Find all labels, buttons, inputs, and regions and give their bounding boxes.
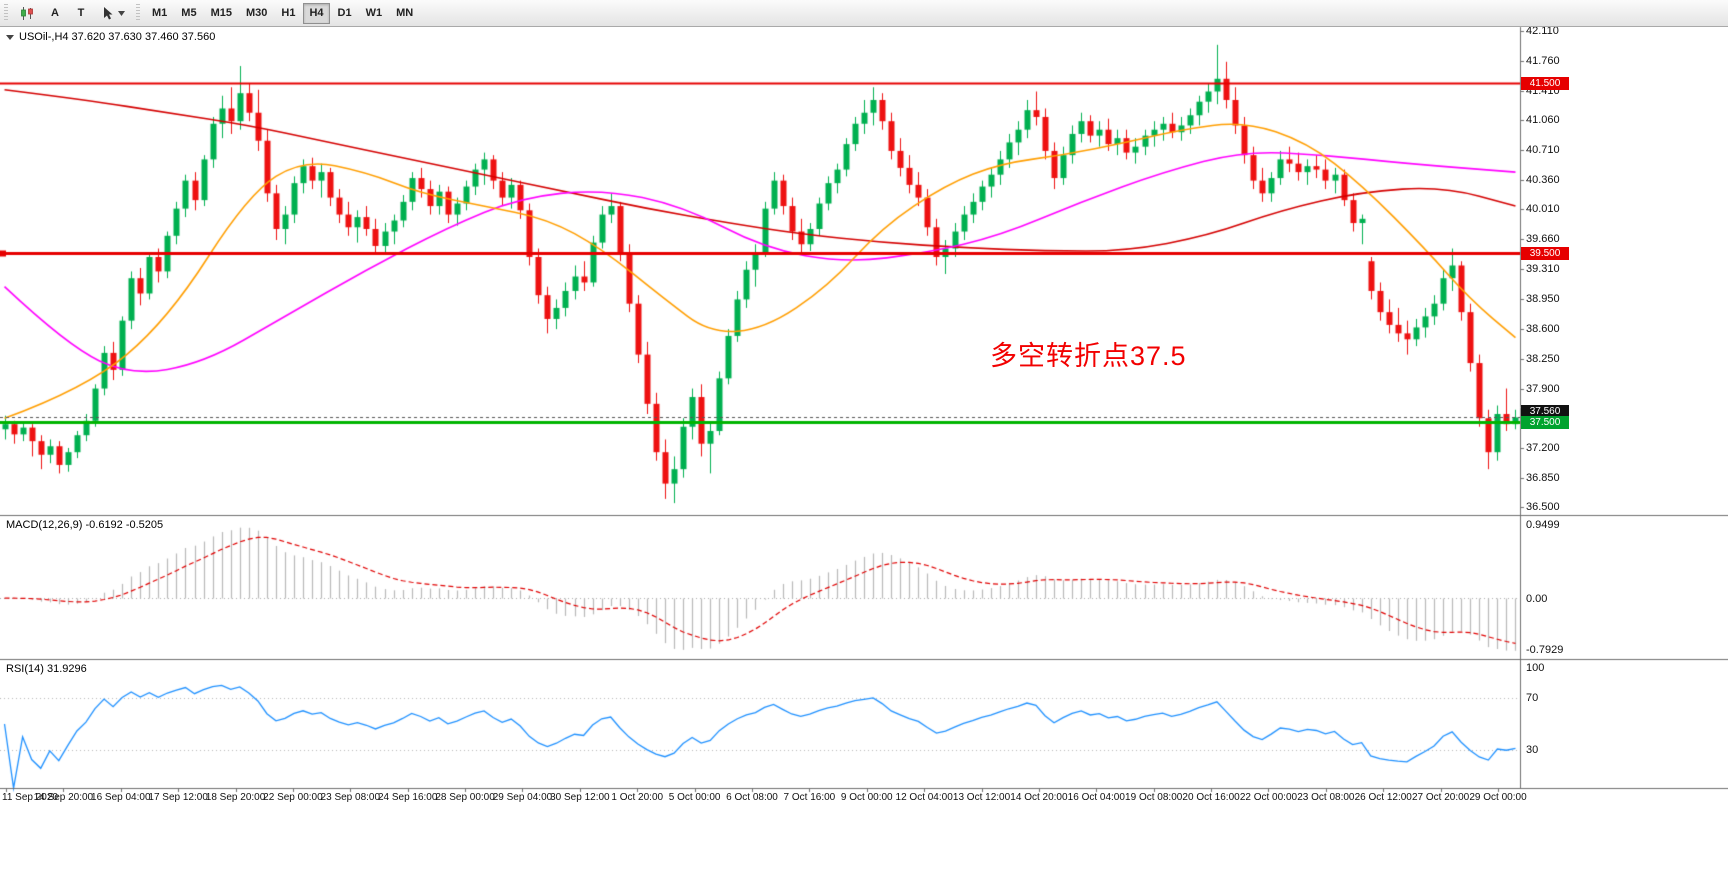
macd-name: MACD(12,26,9) <box>6 519 83 531</box>
rsi-label: RSI(14) 31.9296 <box>6 663 87 675</box>
timeframe-h1-button[interactable]: H1 <box>275 3 301 24</box>
cursor-tool-icon[interactable] <box>95 3 131 24</box>
mini-candles-icon <box>21 6 33 20</box>
timeframe-m1-button[interactable]: M1 <box>146 3 173 24</box>
timeframe-m15-button[interactable]: M15 <box>205 3 238 24</box>
timeframe-w1-button[interactable]: W1 <box>360 3 389 24</box>
symbol-readout: USOil-,H4 37.620 37.630 37.460 37.560 <box>6 31 215 43</box>
toolbar-grip[interactable] <box>4 4 8 22</box>
text-label-tool-icon[interactable]: A <box>43 3 67 24</box>
rsi-name: RSI(14) <box>6 663 44 675</box>
toolbar: A T M1 M5 M15 M30 H1 H4 D1 W1 MN <box>0 0 1728 27</box>
chart-shift-icon[interactable] <box>14 3 41 24</box>
cursor-arrow-icon <box>104 6 113 19</box>
timeframe-d1-button[interactable]: D1 <box>332 3 358 24</box>
timeframe-m5-button[interactable]: M5 <box>175 3 202 24</box>
chart-annotation-text: 多空转折点37.5 <box>990 341 1187 371</box>
timeframe-mn-button[interactable]: MN <box>390 3 419 24</box>
symbol-ohlc-text: USOil-,H4 37.620 37.630 37.460 37.560 <box>19 31 216 43</box>
text-tool-icon[interactable]: T <box>69 3 93 24</box>
timeframe-m30-button[interactable]: M30 <box>240 3 273 24</box>
timeframe-h4-button[interactable]: H4 <box>303 2 330 24</box>
toolbar-grip[interactable] <box>136 4 140 22</box>
chevron-down-icon <box>118 10 125 16</box>
symbol-dropdown-icon[interactable] <box>6 34 14 40</box>
macd-values: -0.6192 -0.5205 <box>85 519 164 531</box>
macd-label: MACD(12,26,9) -0.6192 -0.5205 <box>6 519 163 531</box>
rsi-value: 31.9296 <box>46 663 87 675</box>
